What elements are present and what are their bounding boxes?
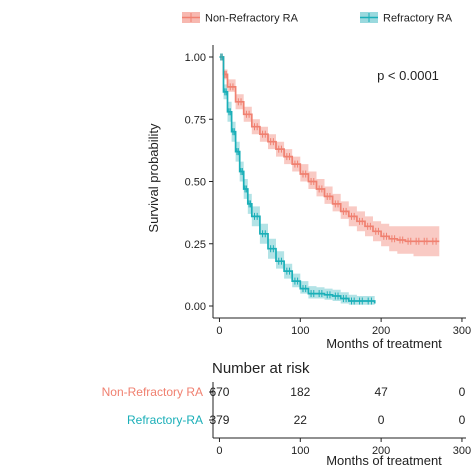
legend: Non-Refractory RA Refractory RA	[182, 12, 453, 25]
legend-item-non-refractory[interactable]: Non-Refractory RA	[182, 12, 299, 25]
legend-item-refractory[interactable]: Refractory RA	[360, 12, 453, 25]
risk-row-label-0: Non-Refractory RA	[102, 385, 203, 399]
x-tick-label-2: 200	[372, 325, 390, 337]
risk-cell-1-0: 379	[209, 413, 229, 427]
risk-x-tick-label-0: 0	[216, 445, 222, 457]
y-tick-label-4: 1.00	[185, 52, 206, 64]
risk-cell-0-1: 182	[290, 385, 310, 399]
legend-label-refractory: Refractory RA	[383, 13, 453, 25]
risk-x-tick-label-1: 100	[291, 445, 309, 457]
risk-x-tick-label-2: 200	[372, 445, 390, 457]
risk-cell-0-3: 0	[459, 385, 466, 399]
survival-line-1	[219, 56, 376, 304]
y-tick-label-1: 0.25	[185, 239, 206, 251]
risk-table-title: Number at risk	[212, 360, 310, 377]
y-tick-label-0: 0.00	[185, 301, 206, 313]
y-tick-label-3: 0.75	[185, 114, 206, 126]
x-ticks: 0 100 200 300	[216, 318, 471, 337]
x-axis-title: Months of treatment	[326, 336, 442, 351]
risk-x-axis-title: Months of treatment	[326, 453, 442, 468]
risk-cell-1-2: 0	[378, 413, 385, 427]
risk-row-label-1: Refractory-RA	[127, 413, 203, 427]
y-ticks: 0.00 0.25 0.50 0.75 1.00	[185, 52, 213, 313]
risk-cell-1-1: 22	[294, 413, 308, 427]
risk-table-rows: Non-Refractory RA 670 182 47 0 Refractory-RA 3…	[102, 385, 466, 427]
x-tick-label-3: 300	[453, 325, 471, 337]
risk-x-tick-label-3: 300	[453, 445, 471, 457]
survival-curves	[219, 56, 440, 304]
y-tick-label-2: 0.50	[185, 177, 206, 189]
p-value-annotation: p < 0.0001	[377, 68, 439, 83]
risk-cell-0-2: 47	[374, 385, 388, 399]
risk-cell-0-0: 670	[209, 385, 229, 399]
x-tick-label-1: 100	[291, 325, 309, 337]
y-axis-title: Survival probability	[146, 123, 161, 233]
confidence-bands	[219, 57, 440, 306]
x-tick-label-0: 0	[216, 325, 222, 337]
risk-table: Number at risk Non-Refractory RA 670 182 47…	[102, 360, 472, 468]
ci-band-0	[219, 57, 440, 257]
risk-cell-1-3: 0	[459, 413, 466, 427]
survival-plot: 0.00 0.25 0.50 0.75 1.00 0 100 200 300 Survival…	[146, 45, 471, 351]
risk-x-ticks: 0 100 200 300	[216, 438, 471, 457]
legend-label-non-refractory: Non-Refractory RA	[205, 13, 299, 25]
censor-marks	[220, 53, 437, 305]
